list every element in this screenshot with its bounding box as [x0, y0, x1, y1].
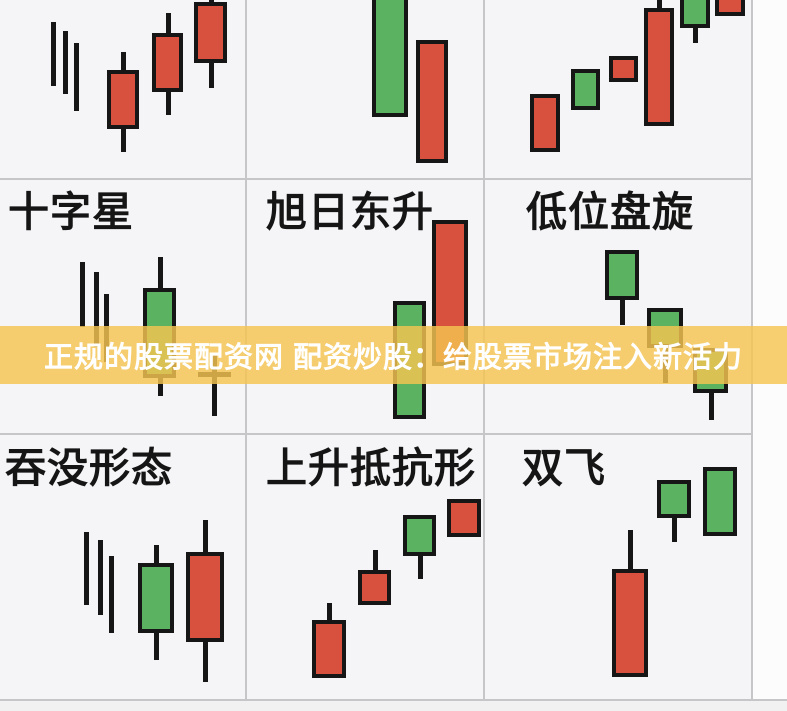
bar-stick [74, 43, 79, 111]
candle-body-red [447, 499, 481, 537]
candle-body-red [612, 569, 648, 677]
grid-line-horizontal-2 [0, 433, 752, 435]
candle-body-green [657, 480, 691, 518]
pattern-cell-top-left [0, 0, 246, 179]
candle-lower-wick [209, 61, 214, 88]
candle-lower-wick [166, 90, 171, 115]
footer-strip [0, 701, 787, 711]
candle-upper-wick [166, 13, 171, 35]
candle-body-red [107, 70, 139, 129]
candle-lower-wick [203, 640, 208, 682]
candle-upper-wick [154, 545, 159, 565]
candle-lower-wick [620, 298, 625, 325]
candle-upper-wick [203, 520, 208, 554]
bar-stick [109, 556, 114, 633]
candle-lower-wick [672, 516, 677, 542]
candle-body-green [680, 0, 710, 28]
pattern-label-bottom-left: 吞没形态 [5, 445, 173, 491]
candle-upper-wick [327, 603, 332, 622]
banner-text: 正规的股票配资网 配资炒股：给股票市场注入新活力 [43, 342, 744, 374]
bar-stick [80, 262, 85, 327]
candle-body-red [312, 620, 346, 678]
candle-upper-wick [373, 550, 378, 572]
bar-stick [98, 540, 103, 615]
candle-body-green [571, 69, 600, 110]
pattern-cell-top-right [484, 0, 752, 179]
candle-upper-wick [628, 530, 633, 571]
candle-body-green [703, 467, 737, 536]
candle-body-red [609, 56, 638, 82]
bar-stick [84, 532, 89, 605]
candle-body-red [644, 8, 674, 126]
grid-line-horizontal-1 [0, 178, 752, 180]
candle-lower-wick [418, 554, 423, 579]
candle-body-red [186, 552, 224, 642]
pattern-label-bottom-middle: 上升抵抗形 [266, 445, 476, 491]
pattern-label-middle-middle: 旭日东升 [266, 189, 434, 235]
pattern-cell-bottom-middle: 上升抵抗形 [246, 435, 484, 699]
pattern-cell-middle-left: 十字星 [0, 179, 246, 435]
pattern-label-bottom-right: 双飞 [522, 445, 606, 491]
candle-body-red [358, 570, 391, 605]
candle-body-green [372, 0, 408, 117]
pattern-label-middle-left: 十字星 [8, 189, 134, 235]
candle-body-green [403, 515, 436, 556]
candle-body-red [194, 2, 227, 63]
candle-lower-wick [709, 391, 714, 420]
pattern-cell-middle-middle: 旭日东升 [246, 179, 484, 435]
candle-body-red [530, 94, 560, 152]
grid-line-horizontal-3 [0, 699, 787, 701]
candle-body-red [152, 33, 183, 92]
pattern-cell-bottom-left: 吞没形态 [0, 435, 246, 699]
candle-body-green [138, 563, 174, 633]
bar-stick [94, 272, 99, 347]
bar-stick [51, 22, 56, 86]
candle-upper-wick [121, 52, 126, 72]
candle-body-red [715, 0, 745, 16]
pattern-cell-top-middle [246, 0, 484, 179]
candle-lower-wick [154, 631, 159, 660]
candle-lower-wick [693, 26, 698, 43]
candle-upper-wick [657, 0, 662, 10]
watermark-banner: 正规的股票配资网 配资炒股：给股票市场注入新活力 [0, 326, 787, 384]
candle-lower-wick [158, 376, 163, 396]
bar-stick [212, 353, 217, 416]
candle-body-red [416, 40, 448, 163]
pattern-cell-middle-right: 低位盘旋 [484, 179, 752, 435]
candle-lower-wick [121, 127, 126, 152]
bar-stick [63, 31, 68, 94]
candle-upper-wick [158, 257, 163, 290]
pattern-cell-bottom-right: 双飞 [484, 435, 752, 699]
pattern-label-middle-right: 低位盘旋 [526, 189, 694, 235]
candle-body-green [605, 250, 639, 300]
